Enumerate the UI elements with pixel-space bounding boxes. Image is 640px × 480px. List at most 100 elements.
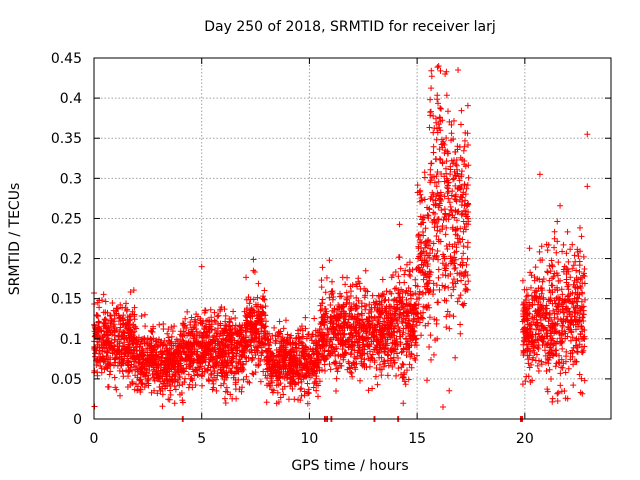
data-point [101, 316, 108, 323]
data-point [406, 266, 413, 273]
data-point [197, 319, 204, 326]
data-point [129, 378, 136, 385]
data-point [423, 249, 430, 256]
data-point [348, 362, 355, 369]
data-point [527, 322, 534, 329]
data-point [326, 294, 333, 301]
data-point [459, 194, 466, 201]
data-point [264, 331, 271, 338]
data-point [348, 307, 355, 314]
data-point [435, 121, 442, 128]
data-point [573, 298, 580, 305]
data-point [446, 199, 453, 206]
data-point [214, 313, 221, 320]
data-point [300, 340, 307, 347]
data-point [347, 351, 354, 358]
data-point [437, 127, 444, 134]
data-point [323, 274, 330, 281]
data-point [350, 359, 357, 366]
y-tick-label: 0.3 [60, 171, 82, 187]
data-point [438, 171, 445, 178]
data-point [198, 263, 205, 270]
data-point [185, 356, 192, 363]
data-point [457, 154, 464, 161]
y-tick-label: 0.45 [51, 51, 82, 67]
data-point [217, 330, 224, 337]
data-point [304, 380, 311, 387]
data-point [462, 268, 469, 275]
data-point [238, 349, 245, 356]
data-point [402, 319, 409, 326]
data-point [434, 299, 441, 306]
data-point [348, 350, 355, 357]
data-point [444, 246, 451, 253]
data-point [412, 276, 419, 283]
data-point [442, 210, 449, 217]
data-point [288, 381, 295, 388]
data-point [212, 376, 219, 383]
data-point [578, 375, 585, 382]
data-point [438, 191, 445, 198]
data-point [427, 286, 434, 293]
data-point [331, 308, 338, 315]
data-point [285, 396, 292, 403]
data-point [387, 288, 394, 295]
data-point [448, 192, 455, 199]
data-point [425, 242, 432, 249]
data-point [154, 390, 161, 397]
data-point [327, 302, 334, 309]
data-point [454, 235, 461, 242]
data-point [298, 385, 305, 392]
data-point [149, 329, 156, 336]
data-point [191, 348, 198, 355]
data-point [437, 196, 444, 203]
data-point [427, 356, 434, 363]
data-point [121, 353, 128, 360]
data-point [396, 294, 403, 301]
data-point [210, 384, 217, 391]
data-point [331, 359, 338, 366]
data-point [282, 370, 289, 377]
data-point [440, 251, 447, 258]
data-point [548, 348, 555, 355]
data-point [269, 389, 276, 396]
data-point [271, 324, 278, 331]
data-point [248, 357, 255, 364]
data-point [561, 328, 568, 335]
data-point [549, 395, 556, 402]
data-point [426, 254, 433, 261]
data-point [248, 336, 255, 343]
data-point [573, 343, 580, 350]
data-point [214, 333, 221, 340]
data-point [283, 338, 290, 345]
data-point [347, 293, 354, 300]
data-point [551, 244, 558, 251]
data-point [275, 328, 282, 335]
data-point [182, 355, 189, 362]
data-point [231, 370, 238, 377]
data-point [193, 311, 200, 318]
data-point [94, 312, 101, 319]
data-point [232, 345, 239, 352]
data-point [453, 172, 460, 179]
data-point [576, 341, 583, 348]
data-point [159, 391, 166, 398]
data-point [127, 355, 134, 362]
data-point [562, 369, 569, 376]
data-point [374, 348, 381, 355]
data-point [452, 193, 459, 200]
data-point [439, 260, 446, 267]
data-point [208, 370, 215, 377]
data-point [460, 250, 467, 257]
data-point [96, 304, 103, 311]
data-point [115, 332, 122, 339]
data-point [441, 141, 448, 148]
data-point [548, 376, 555, 383]
data-point [396, 254, 403, 261]
data-point [430, 291, 437, 298]
data-point [255, 361, 262, 368]
data-point [414, 264, 421, 271]
data-point [570, 382, 577, 389]
data-point [134, 353, 141, 360]
data-point [262, 340, 269, 347]
